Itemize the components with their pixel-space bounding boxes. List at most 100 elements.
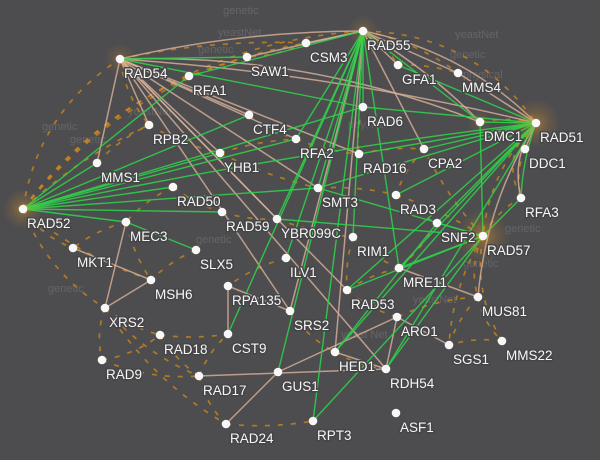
edge-RAD51-HED1 [334,122,537,353]
edge-RAD9-RAD18 [101,334,161,361]
edge-MMS22-SGS1 [448,338,503,346]
node-rad9[interactable] [97,355,107,365]
node-mkt1[interactable] [68,243,78,253]
edge-MUS81-ARO1 [396,296,479,318]
node-hed1[interactable] [330,347,340,357]
edge-RAD52-RAD51 [22,122,537,210]
node-label-slx5: SLX5 [200,257,233,272]
node-rpt3[interactable] [308,416,318,426]
node-rad54[interactable] [115,54,125,64]
node-saw1[interactable] [242,52,252,62]
node-slx5[interactable] [191,245,201,255]
watermark-text: physical [463,69,503,81]
edge-RAD24-RPT3 [225,420,314,427]
node-snf2[interactable] [432,218,442,228]
edge-RAD59-YBR099C [221,211,278,221]
edge-RAD57-RPT3 [312,235,484,422]
node-rad16[interactable] [354,149,364,159]
node-rad3[interactable] [391,190,401,200]
node-label-msh6: MSH6 [155,287,193,302]
node-ddc1[interactable] [520,144,530,154]
edge-MUS81-MMS22 [477,296,503,342]
edge-RAD17-RDH54 [198,368,387,377]
node-rad6[interactable] [358,102,368,112]
node-rad59[interactable] [217,207,227,217]
node-mec3[interactable] [121,217,131,227]
node-label-ddc1: DDC1 [529,156,566,171]
node-rad17[interactable] [194,371,204,381]
node-rad55[interactable] [358,26,368,36]
node-rad52[interactable] [18,204,28,214]
node-dmc1[interactable] [475,117,485,127]
node-yhb1[interactable] [215,148,225,158]
watermark-text: yeastNet [218,27,261,39]
node-rfa2[interactable] [291,134,301,144]
node-rad18[interactable] [155,330,165,340]
node-srs2[interactable] [285,306,295,316]
node-rad57[interactable] [478,231,488,241]
node-gus1[interactable] [273,367,283,377]
node-rad53[interactable] [342,285,352,295]
node-label-rdh54: RDH54 [390,376,435,391]
node-ctf4[interactable] [244,110,254,120]
edge-RAD52-CTF4 [22,114,250,210]
edge-RAD17-CST9 [198,333,229,377]
node-mms22[interactable] [497,336,507,346]
edge-RAD50-MEC3 [125,186,174,223]
node-label-mkt1: MKT1 [77,255,113,270]
node-cpa2[interactable] [419,144,429,154]
node-msh6[interactable] [146,275,156,285]
node-xrs2[interactable] [100,303,110,313]
node-rfa3[interactable] [516,193,526,203]
node-label-mec3: MEC3 [130,229,168,244]
edge-RDH54-ARO1 [385,316,398,370]
node-layer [18,26,541,429]
node-asf1[interactable] [391,408,401,418]
edge-SGS1-ARO1 [396,316,450,346]
watermark-text: genetic [505,223,541,235]
node-label-gfa1: GFA1 [402,72,437,87]
label-layer: RAD54 SAW1 CSM3 RAD55 GFA1 MMS4 RFA1 RAD6 DMC1 RA… [26,37,586,448]
node-rad50[interactable] [168,182,178,192]
watermark-text: yeastNet [128,106,171,118]
node-label-rad53: RAD53 [351,297,395,312]
edge-RAD18-RAD17 [159,334,200,377]
node-rad51[interactable] [531,118,541,128]
node-rdh54[interactable] [381,364,391,374]
edge-RAD54-RAD6 [119,58,364,108]
node-label-srs2: SRS2 [294,318,329,333]
edge-MKT1-MSH6 [72,247,152,281]
node-label-saw1: SAW1 [251,64,289,79]
node-label-rim1: RIM1 [357,244,389,259]
watermark-text: genetic [223,5,259,17]
edge-RAD55-HED1 [334,30,364,353]
node-ilv1[interactable] [281,253,291,263]
node-sgs1[interactable] [444,340,454,350]
node-cst9[interactable] [223,329,233,339]
node-label-rad16: RAD16 [363,161,407,176]
edge-RAD55-RFA1 [188,30,364,77]
node-mms4[interactable] [453,68,463,78]
edge-XRS2-RAD18 [104,307,161,336]
node-mre11[interactable] [394,263,404,273]
node-label-hed1: HED1 [339,359,375,374]
node-smt3[interactable] [313,183,323,193]
node-mms1[interactable] [92,158,102,168]
edge-MRE11-RAD53 [346,267,400,291]
node-label-rad50: RAD50 [177,194,221,209]
node-ybr099c[interactable] [272,214,282,224]
node-gfa1[interactable] [393,60,403,70]
node-rfa1[interactable] [184,71,194,81]
node-aro1[interactable] [392,312,402,322]
node-rpb2[interactable] [144,120,154,130]
node-rpa135[interactable] [223,281,233,291]
node-rad24[interactable] [221,419,231,429]
edge-RAD18-CST9 [159,333,229,338]
node-csm3[interactable] [301,38,311,48]
node-label-rfa2: RFA2 [300,146,334,161]
node-mus81[interactable] [473,292,483,302]
node-rim1[interactable] [348,232,358,242]
watermark-text: yeastNet [455,29,498,41]
